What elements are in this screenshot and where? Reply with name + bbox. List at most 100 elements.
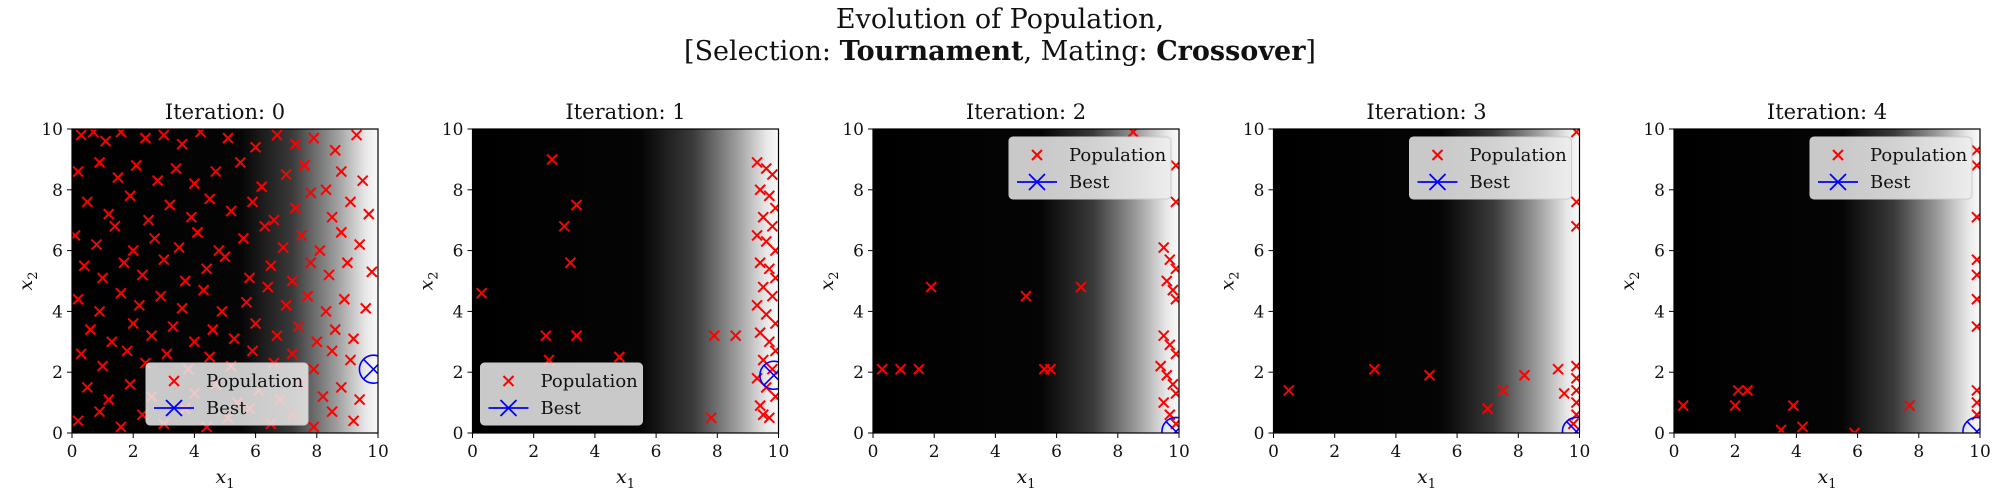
population-marker bbox=[329, 144, 341, 156]
marker-stroke bbox=[136, 269, 149, 281]
legend-population-label: Population bbox=[1870, 145, 1968, 166]
population-marker bbox=[203, 193, 216, 205]
x-axis-label: x1 bbox=[216, 466, 235, 492]
marker-stroke bbox=[188, 336, 201, 348]
population-marker bbox=[1167, 378, 1179, 391]
marker-stroke bbox=[347, 333, 360, 345]
population-marker bbox=[347, 333, 360, 345]
best-marker bbox=[759, 360, 779, 391]
marker-stroke bbox=[1170, 197, 1179, 208]
population-marker bbox=[751, 299, 763, 312]
x-tick-label: 6 bbox=[250, 442, 261, 462]
population-marker bbox=[170, 162, 182, 175]
marker-stroke bbox=[93, 305, 106, 318]
marker-stroke bbox=[210, 165, 222, 178]
marker-stroke bbox=[353, 238, 366, 251]
population-marker bbox=[1283, 384, 1295, 397]
marker-stroke bbox=[558, 220, 571, 232]
population-marker bbox=[271, 330, 283, 342]
best-marker bbox=[358, 354, 378, 384]
population-marker bbox=[1971, 293, 1980, 305]
marker-stroke bbox=[304, 257, 317, 269]
marker-stroke bbox=[570, 330, 583, 342]
marker-stroke bbox=[540, 330, 552, 342]
population-marker bbox=[925, 281, 937, 293]
population-marker bbox=[1570, 196, 1580, 208]
population-marker bbox=[304, 187, 317, 199]
title-mating: Crossover bbox=[1156, 36, 1306, 67]
marker-stroke bbox=[475, 287, 488, 299]
marker-stroke bbox=[913, 363, 925, 375]
x-tick-label: 0 bbox=[1669, 442, 1680, 462]
marker-stroke bbox=[317, 390, 329, 403]
marker-stroke bbox=[1170, 294, 1179, 305]
population-marker bbox=[760, 308, 772, 321]
population-marker bbox=[1075, 281, 1087, 293]
population-marker bbox=[112, 171, 124, 184]
marker-stroke bbox=[1031, 149, 1043, 161]
population-marker bbox=[1677, 399, 1689, 412]
marker-stroke bbox=[280, 168, 292, 181]
y-tick-label: 2 bbox=[453, 363, 464, 383]
population-marker bbox=[708, 330, 720, 342]
marker-stroke bbox=[502, 375, 515, 387]
marker-stroke bbox=[1567, 418, 1580, 430]
axes-frame bbox=[71, 128, 379, 434]
population-marker bbox=[1518, 369, 1531, 381]
x-tick-label: 10 bbox=[1969, 442, 1991, 462]
marker-stroke bbox=[314, 244, 326, 257]
population-marker bbox=[326, 211, 338, 223]
marker-stroke bbox=[219, 250, 231, 263]
population-marker bbox=[246, 345, 259, 357]
population-marker bbox=[289, 202, 302, 214]
marker-stroke bbox=[1020, 290, 1032, 302]
marker-stroke bbox=[1167, 284, 1179, 296]
population-marker bbox=[308, 363, 320, 375]
marker-stroke bbox=[751, 156, 763, 169]
legend-cross bbox=[499, 399, 518, 417]
y-tick-label: 4 bbox=[1654, 302, 1665, 322]
y-tick-label: 8 bbox=[853, 181, 864, 201]
population-marker bbox=[1170, 348, 1179, 360]
population-marker bbox=[308, 421, 320, 433]
marker-stroke bbox=[1570, 373, 1580, 384]
population-marker bbox=[763, 190, 776, 202]
y-tick-label: 10 bbox=[842, 120, 864, 140]
marker-stroke bbox=[1732, 384, 1744, 397]
marker-stroke bbox=[1552, 363, 1564, 375]
x-tick-label: 8 bbox=[1513, 442, 1524, 462]
population-marker bbox=[1567, 418, 1580, 430]
marker-stroke bbox=[763, 190, 776, 202]
population-marker bbox=[766, 220, 779, 232]
marker-stroke bbox=[366, 266, 378, 278]
marker-stroke bbox=[249, 317, 262, 330]
population-marker bbox=[344, 196, 357, 208]
population-marker bbox=[1570, 384, 1580, 397]
marker-stroke bbox=[93, 406, 106, 418]
marker-stroke bbox=[1170, 264, 1179, 275]
marker-stroke bbox=[145, 330, 158, 342]
plot-area bbox=[1677, 144, 1980, 433]
population-marker bbox=[320, 184, 332, 196]
population-marker bbox=[295, 229, 308, 242]
marker-stroke bbox=[234, 156, 247, 169]
population-marker bbox=[103, 208, 115, 220]
population-marker bbox=[246, 196, 259, 208]
population-marker bbox=[191, 226, 204, 239]
marker-stroke bbox=[1570, 197, 1580, 208]
population-marker bbox=[228, 333, 240, 345]
marker-stroke bbox=[158, 254, 170, 266]
population-marker bbox=[262, 281, 274, 293]
x-axis-label: x1 bbox=[616, 466, 635, 492]
marker-stroke bbox=[1971, 270, 1980, 281]
marker-stroke bbox=[363, 208, 375, 220]
population-marker bbox=[347, 415, 360, 427]
population-marker bbox=[176, 138, 188, 150]
population-marker bbox=[121, 345, 133, 357]
marker-stroke bbox=[546, 153, 558, 166]
marker-stroke bbox=[769, 246, 779, 257]
population-marker bbox=[1971, 396, 1980, 409]
population-marker bbox=[1570, 220, 1580, 232]
marker-stroke bbox=[347, 415, 360, 427]
